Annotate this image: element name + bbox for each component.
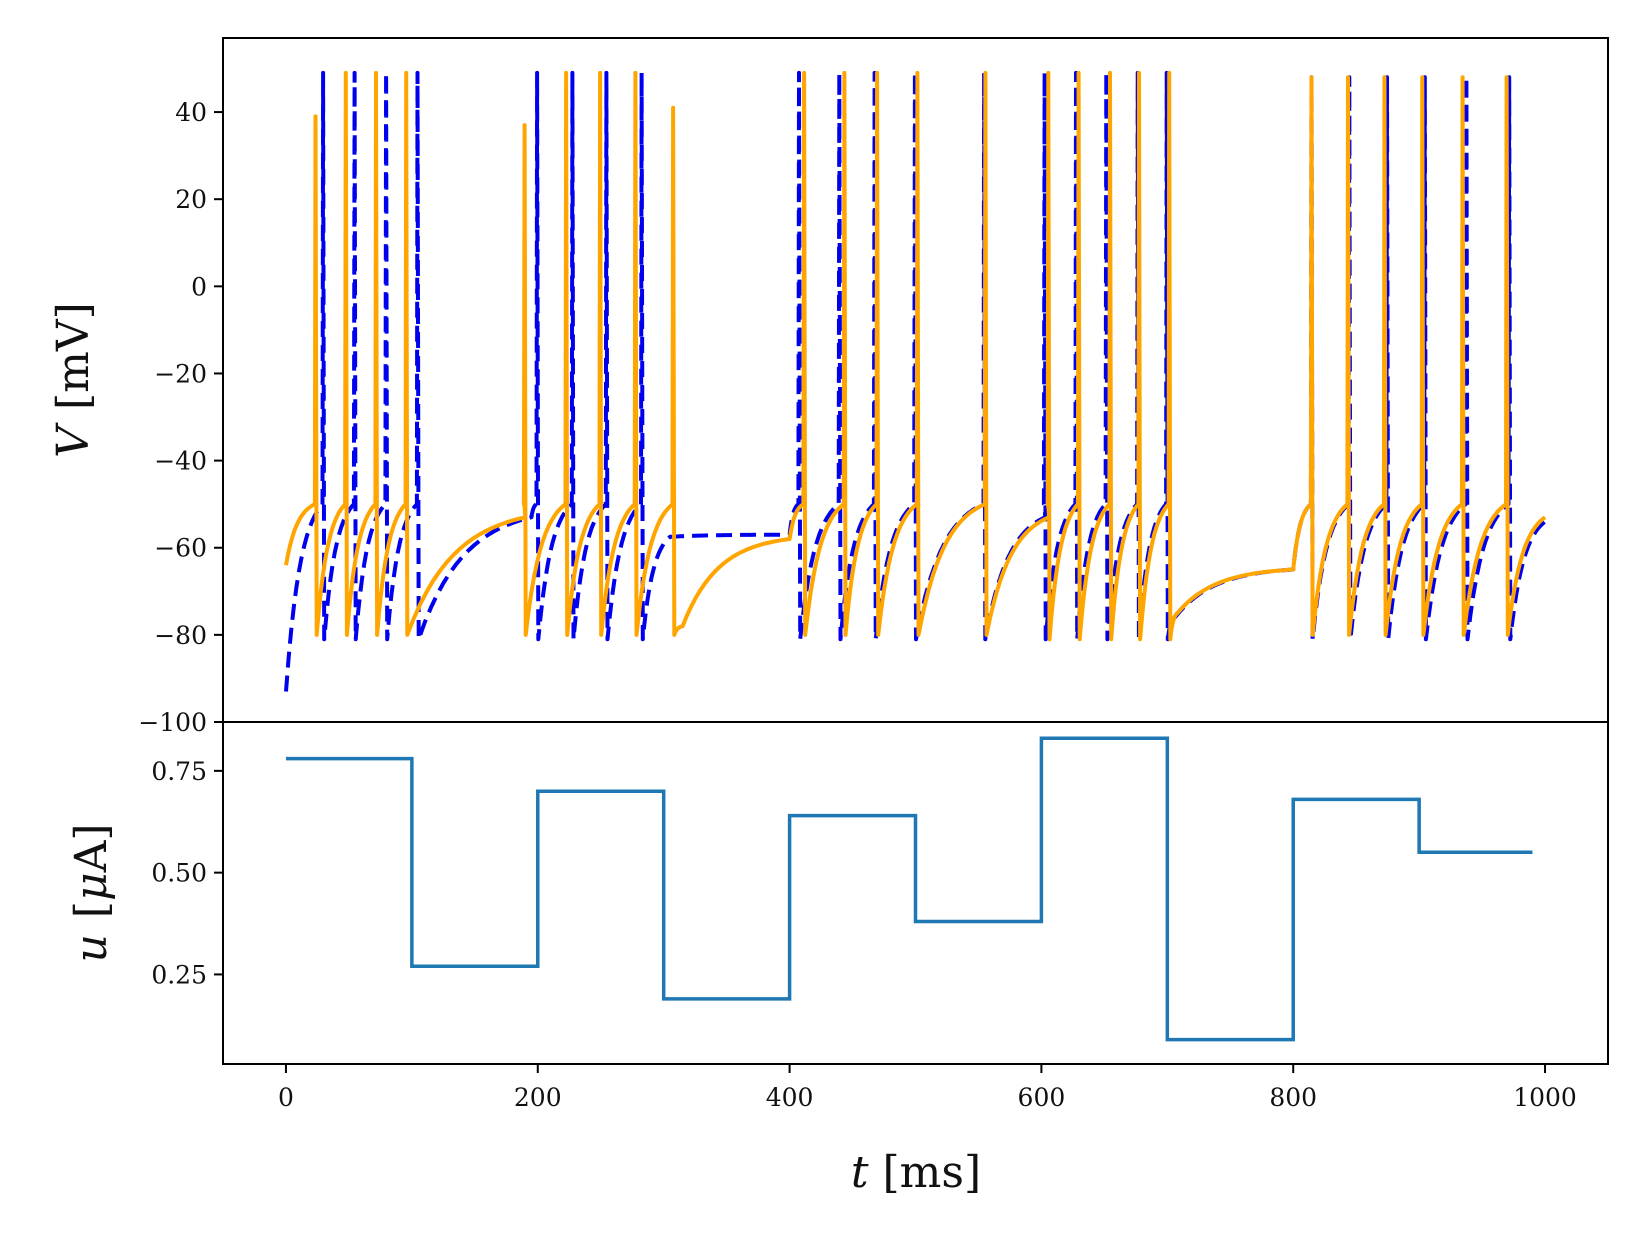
input-y-axis-bracket-open: [ xyxy=(66,901,117,918)
voltage-y-tick-label: −100 xyxy=(138,708,207,737)
time-x-tick-label: 0 xyxy=(278,1083,294,1112)
time-x-tick-label: 400 xyxy=(766,1083,814,1112)
voltage-y-axis-var: V xyxy=(48,422,99,458)
voltage-y-axis-unit: [mV] xyxy=(48,302,99,410)
voltage-y-tick-label: −40 xyxy=(154,447,207,476)
time-x-axis-label: t [ms] xyxy=(851,1147,981,1198)
time-x-ticks: 0 200 400 600 800 1000 xyxy=(278,1064,1577,1112)
time-x-axis-unit: [ms] xyxy=(883,1147,982,1198)
input-y-tick-label: 0.50 xyxy=(151,859,207,888)
series-input-step xyxy=(285,736,1533,1042)
input-y-axis-label: u [μA] xyxy=(66,823,117,962)
voltage-y-tick-label: −60 xyxy=(154,534,207,563)
time-x-tick-label: 600 xyxy=(1018,1083,1066,1112)
input-y-axis-mu: μ xyxy=(66,872,117,901)
voltage-y-tick-label: 20 xyxy=(175,185,207,214)
time-x-axis-var: t xyxy=(851,1147,869,1198)
time-x-tick-label: 1000 xyxy=(1513,1083,1577,1112)
voltage-y-tick-label: 40 xyxy=(175,98,207,127)
voltage-y-tick-label: −20 xyxy=(154,359,207,388)
voltage-panel: −100 −80 −60 −40 −20 0 20 40 V [mV] xyxy=(48,37,1609,737)
input-plot-frame xyxy=(222,721,1609,1065)
time-x-tick-label: 200 xyxy=(514,1083,562,1112)
voltage-y-ticks: −100 −80 −60 −40 −20 0 20 40 xyxy=(138,98,223,737)
time-x-tick-label: 800 xyxy=(1269,1083,1317,1112)
input-y-tick-label: 0.25 xyxy=(151,960,207,989)
input-y-axis-unit: A] xyxy=(66,823,117,873)
input-y-ticks: 0.25 0.50 0.75 xyxy=(151,757,223,989)
voltage-y-tick-label: −80 xyxy=(154,621,207,650)
input-y-axis-var: u xyxy=(66,934,117,962)
input-y-tick-label: 0.75 xyxy=(151,757,207,786)
voltage-y-tick-label: 0 xyxy=(191,272,207,301)
series-model-trace xyxy=(284,70,1547,642)
voltage-y-axis-label: V [mV] xyxy=(48,302,99,458)
input-panel: 0.25 0.50 0.75 0 200 400 600 800 1000 u [μA] t [m… xyxy=(66,721,1609,1198)
